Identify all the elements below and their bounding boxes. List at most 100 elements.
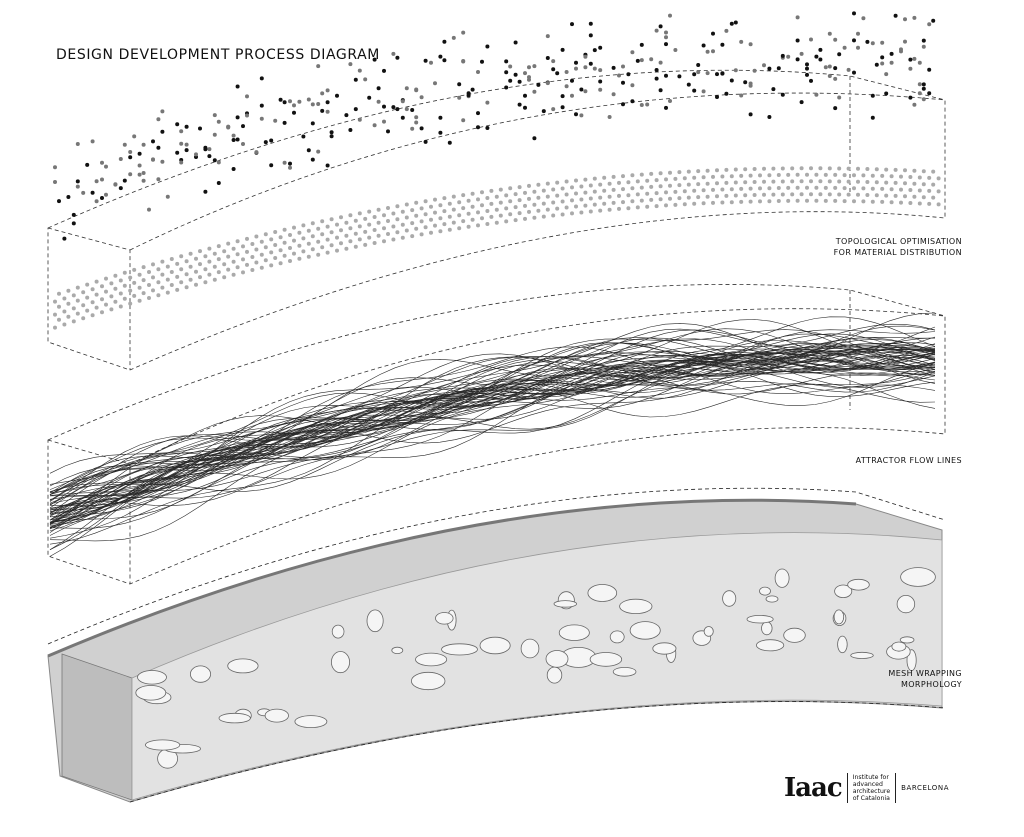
point-cloud-dot [729, 174, 734, 179]
point-cloud-dot [555, 180, 560, 185]
flow-line [49, 329, 936, 505]
point-cloud-dot [226, 267, 231, 272]
point-cloud-dot [128, 150, 133, 154]
point-cloud-dot [893, 180, 898, 185]
flow-line [49, 333, 936, 502]
point-cloud-dot [583, 54, 588, 59]
point-cloud-dot [461, 118, 466, 123]
point-cloud-dot [570, 22, 574, 27]
point-cloud-dot [310, 247, 315, 252]
point-cloud-dot [269, 237, 274, 242]
stage-label-line: MESH WRAPPING [888, 669, 962, 678]
point-cloud-dot [865, 180, 870, 184]
mesh-void [587, 584, 618, 602]
point-cloud-dot [767, 199, 772, 204]
point-cloud-dot [104, 164, 108, 169]
flow-line [49, 348, 936, 524]
mesh-void [331, 624, 345, 639]
flow-line [49, 352, 936, 524]
point-cloud-dot [278, 235, 283, 240]
point-cloud-dot [579, 197, 584, 202]
point-cloud-dot [122, 142, 127, 147]
point-cloud-dot [329, 134, 334, 139]
point-cloud-dot [325, 109, 330, 114]
logo-mark: Iaac [784, 773, 843, 803]
point-cloud-dot [423, 225, 428, 230]
flow-line [49, 343, 936, 504]
point-cloud-dot [404, 86, 409, 91]
point-cloud-dot [776, 186, 781, 190]
point-cloud-dot [269, 163, 274, 168]
point-cloud-dot [912, 15, 917, 20]
point-cloud-dot [720, 174, 725, 179]
point-cloud-dot [880, 199, 885, 204]
stage-label-mesh: MESH WRAPPING MORPHOLOGY [888, 668, 962, 690]
point-cloud-dot [198, 275, 202, 280]
mesh-void [145, 739, 181, 751]
point-cloud-dot [611, 200, 616, 205]
point-cloud-dot [570, 93, 574, 98]
point-cloud-dot [203, 267, 208, 272]
point-cloud-dot [517, 198, 522, 203]
point-cloud-dot [438, 115, 443, 120]
mesh-void [589, 652, 623, 667]
point-cloud-dot [75, 142, 80, 146]
point-cloud-dot [288, 246, 292, 250]
point-cloud-dot [71, 293, 76, 298]
point-cloud-dot [790, 179, 795, 184]
point-cloud-dot [269, 138, 274, 143]
point-cloud-dot [222, 262, 227, 267]
point-cloud-dot [259, 265, 264, 270]
mesh-void [834, 584, 853, 599]
point-cloud-dot [715, 194, 719, 199]
point-cloud-dot [147, 283, 151, 287]
point-cloud-dot [419, 206, 424, 211]
point-cloud-dot [498, 213, 503, 218]
logo-institute-name: Institute for advanced architecture of C… [853, 774, 890, 802]
point-cloud-dot [889, 174, 894, 179]
point-cloud-dot [175, 261, 180, 266]
point-cloud-dot [621, 64, 625, 69]
point-cloud-dot [715, 95, 719, 99]
mesh-wrapped-beam [47, 487, 946, 803]
point-cloud-dot [523, 71, 527, 76]
point-cloud-dot [899, 200, 903, 205]
point-cloud-dot [733, 167, 738, 172]
point-cloud-dot [194, 256, 198, 261]
point-cloud-dot [216, 181, 221, 185]
point-cloud-dot [654, 178, 659, 183]
point-cloud-dot [357, 224, 362, 229]
point-cloud-dot [288, 99, 292, 104]
point-cloud-dot [786, 198, 791, 203]
point-cloud-dot [705, 168, 710, 173]
point-cloud-dot [104, 192, 108, 197]
point-cloud-dot [748, 42, 753, 47]
point-cloud-dot [748, 173, 753, 178]
point-cloud-dot [419, 95, 424, 100]
point-cloud-dot [382, 119, 386, 124]
point-cloud-dot [250, 255, 255, 259]
point-cloud-dot [494, 207, 499, 212]
point-cloud-dot [151, 288, 155, 293]
point-cloud-dot [118, 278, 123, 283]
point-cloud-dot [724, 28, 729, 33]
point-cloud-dot [386, 129, 390, 134]
point-cloud-dot [574, 66, 578, 71]
point-cloud-dot [626, 193, 631, 198]
point-cloud-dot [921, 38, 926, 43]
point-cloud-dot [329, 130, 334, 135]
point-cloud-dot [827, 64, 832, 69]
point-cloud-dot [100, 297, 104, 302]
point-cloud-dot [818, 57, 823, 62]
point-cloud-dot [382, 68, 386, 73]
point-cloud-dot [574, 112, 578, 117]
point-cloud-dot [310, 221, 315, 226]
point-cloud-dot [447, 201, 452, 206]
point-cloud-dot [53, 312, 57, 317]
mesh-void [755, 639, 785, 652]
point-cloud-dot [226, 124, 231, 129]
point-cloud-dot [739, 93, 744, 98]
point-cloud-dot [611, 92, 616, 97]
point-cloud-dot [66, 288, 71, 293]
point-cloud-dot [927, 175, 932, 180]
